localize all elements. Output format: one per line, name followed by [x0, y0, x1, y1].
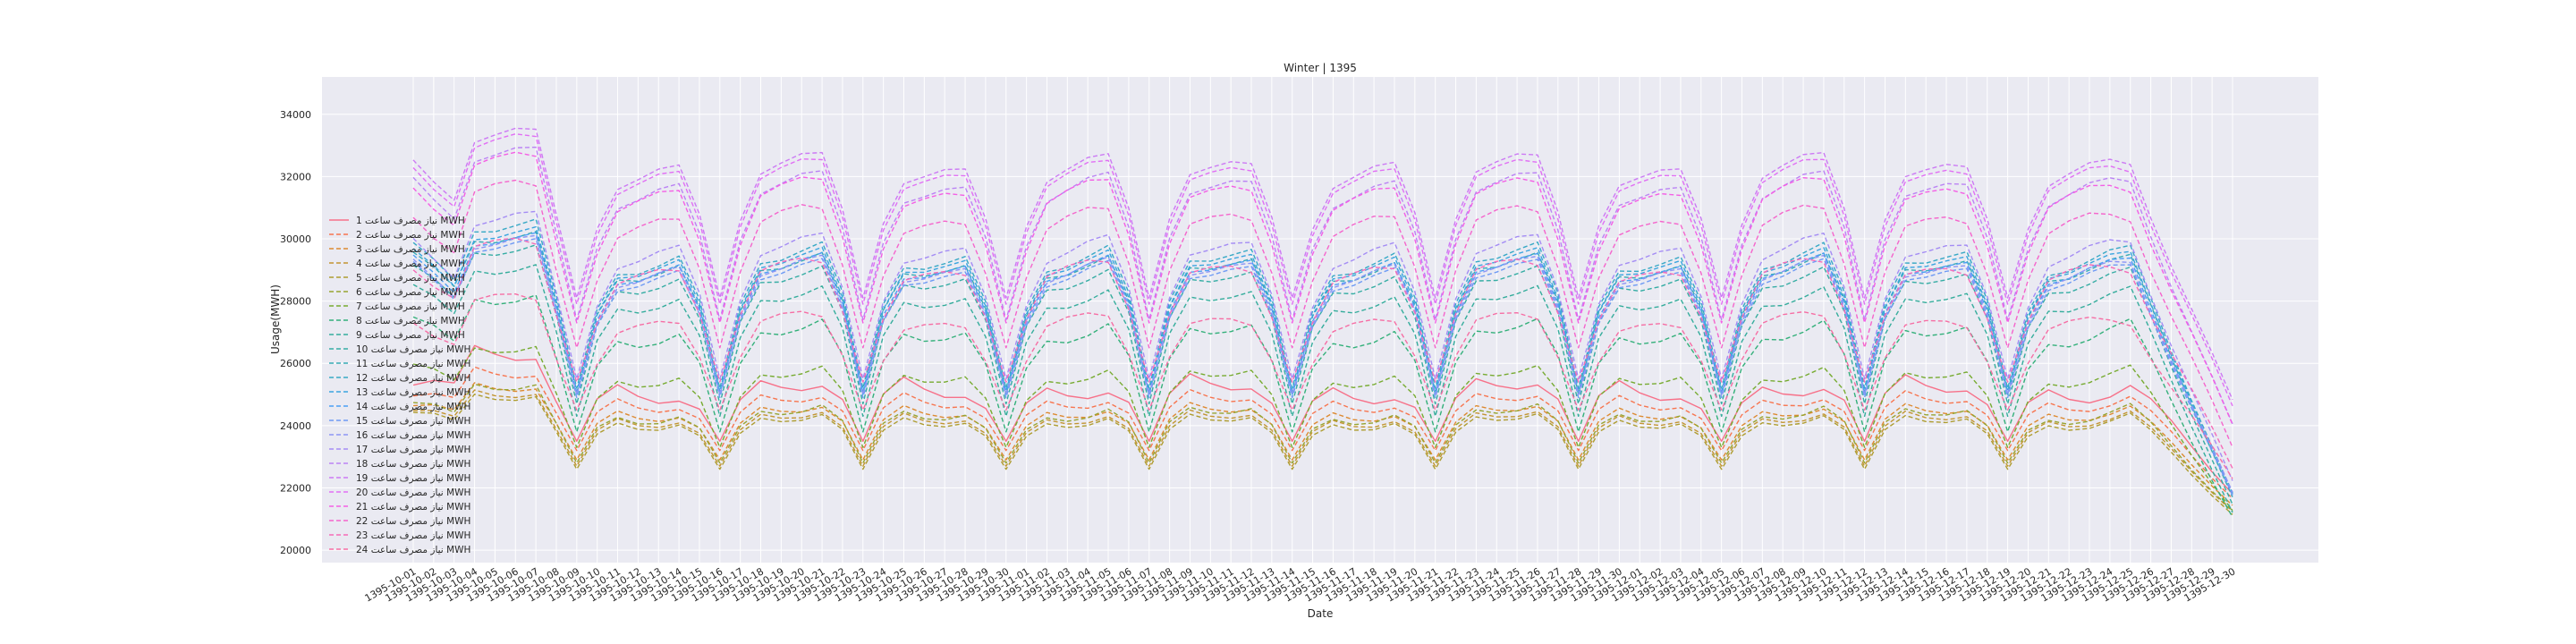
plot-background — [322, 77, 2318, 563]
y-tick-label: 28000 — [280, 296, 311, 308]
series-line — [412, 293, 2233, 479]
legend-label: نیاز مصرف ساعت 17 MWH — [356, 445, 470, 455]
legend-label: نیاز مصرف ساعت 4 MWH — [356, 258, 465, 269]
series-line — [412, 238, 2233, 496]
legend-label: نیاز مصرف ساعت 9 MWH — [356, 330, 465, 341]
y-tick-label: 24000 — [280, 420, 311, 432]
series-line — [412, 345, 2233, 512]
legend-label: نیاز مصرف ساعت 22 MWH — [356, 516, 470, 527]
y-tick-label: 30000 — [280, 233, 311, 245]
legend-label: نیاز مصرف ساعت 2 MWH — [356, 230, 465, 241]
legend-label: نیاز مصرف ساعت 1 MWH — [356, 216, 465, 226]
y-axis-label: Usage(MWH) — [269, 284, 282, 354]
y-tick-label: 34000 — [280, 109, 311, 121]
series-line — [412, 146, 2233, 425]
series-line — [412, 234, 2233, 493]
series-line — [412, 383, 2233, 512]
x-tick-labels: 1395-10-011395-10-021395-10-031395-10-04… — [363, 565, 2238, 604]
series-line — [412, 344, 2233, 495]
legend-label: نیاز مصرف ساعت 6 MWH — [356, 287, 465, 298]
series-line — [412, 232, 2233, 496]
y-tick-label: 32000 — [280, 171, 311, 182]
series-line — [412, 225, 2233, 495]
series-lines — [412, 127, 2233, 518]
series-line — [412, 389, 2233, 513]
series-line — [412, 151, 2233, 425]
series-line — [412, 127, 2233, 401]
series-line — [412, 244, 2233, 505]
x-axis-label: Date — [1308, 607, 1334, 620]
y-tick-label: 26000 — [280, 358, 311, 369]
legend: نیاز مصرف ساعت 1 MWH نیاز مصرف ساعت 2 MWH… — [329, 216, 470, 555]
y-tick-label: 20000 — [280, 545, 311, 556]
series-line — [412, 382, 2233, 506]
legend-label: نیاز مصرف ساعت 21 MWH — [356, 502, 470, 513]
legend-label: نیاز مصرف ساعت 19 MWH — [356, 473, 470, 484]
legend-label: نیاز مصرف ساعت 12 MWH — [356, 373, 470, 384]
series-line — [412, 294, 2233, 518]
legend-label: نیاز مصرف ساعت 24 MWH — [356, 545, 470, 555]
legend-label: نیاز مصرف ساعت 18 MWH — [356, 459, 470, 470]
series-line — [412, 231, 2233, 497]
series-line — [412, 132, 2233, 407]
y-tick-label: 22000 — [280, 482, 311, 494]
legend-label: نیاز مصرف ساعت 11 MWH — [356, 359, 470, 369]
legend-label: نیاز مصرف ساعت 5 MWH — [356, 273, 465, 284]
legend-label: نیاز مصرف ساعت 16 MWH — [356, 430, 470, 441]
series-line — [412, 264, 2233, 513]
legend-label: نیاز مصرف ساعت 20 MWH — [356, 487, 470, 498]
legend-label: نیاز مصرف ساعت 10 MWH — [356, 344, 470, 355]
series-line — [412, 218, 2233, 494]
grid — [322, 77, 2318, 563]
chart-title: Winter | 1395 — [1284, 62, 1357, 74]
legend-label: نیاز مصرف ساعت 23 MWH — [356, 530, 470, 541]
legend-label: نیاز مصرف ساعت 7 MWH — [356, 301, 465, 312]
legend-label: نیاز مصرف ساعت 8 MWH — [356, 316, 465, 326]
series-line — [412, 366, 2233, 499]
legend-label: نیاز مصرف ساعت 15 MWH — [356, 416, 470, 427]
legend-label: نیاز مصرف ساعت 3 MWH — [356, 244, 465, 255]
series-line — [412, 179, 2233, 448]
series-line — [412, 210, 2233, 481]
series-line — [412, 394, 2233, 515]
y-tick-labels: 20000 22000 24000 26000 28000 30000 32000 34000 — [280, 109, 311, 556]
legend-label: نیاز مصرف ساعت 13 MWH — [356, 387, 470, 398]
legend-label: نیاز مصرف ساعت 14 MWH — [356, 402, 470, 412]
series-line — [412, 237, 2233, 469]
